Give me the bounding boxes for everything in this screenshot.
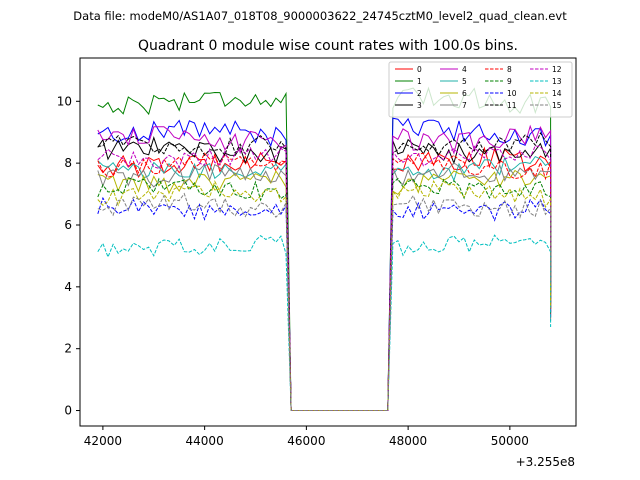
legend-label-10: 10 xyxy=(507,89,517,98)
legend-label-13: 13 xyxy=(552,77,562,86)
series-line-15 xyxy=(97,192,552,411)
y-tick-label: 0 xyxy=(64,404,72,418)
legend-label-15: 15 xyxy=(552,101,562,110)
y-tick-label: 4 xyxy=(64,280,72,294)
legend-label-9: 9 xyxy=(507,77,512,86)
x-tick-label: 50000 xyxy=(491,434,529,448)
x-tick-label: 48000 xyxy=(389,434,427,448)
series-layer xyxy=(97,86,552,411)
series-line-11 xyxy=(97,132,552,411)
legend-label-12: 12 xyxy=(552,65,562,74)
series-line-8 xyxy=(97,152,552,411)
legend-label-14: 14 xyxy=(552,89,562,98)
legend-label-11: 11 xyxy=(507,101,517,110)
x-tick-label: 42000 xyxy=(84,434,122,448)
series-line-13 xyxy=(97,234,552,411)
y-tick-label: 10 xyxy=(57,94,72,108)
series-line-7 xyxy=(97,162,552,411)
series-line-0 xyxy=(97,146,552,411)
x-tick-label: 44000 xyxy=(186,434,224,448)
series-line-3 xyxy=(97,136,552,411)
legend-label-7: 7 xyxy=(462,101,467,110)
y-tick-label: 2 xyxy=(64,342,72,356)
legend-label-3: 3 xyxy=(417,101,422,110)
x-offset-label: +3.255e8 xyxy=(516,455,575,469)
chart-title: Quadrant 0 module wise count rates with … xyxy=(138,38,518,54)
legend-label-2: 2 xyxy=(417,89,422,98)
legend-label-0: 0 xyxy=(417,65,422,74)
series-line-12 xyxy=(97,145,552,411)
legend-label-5: 5 xyxy=(462,77,467,86)
plot-frame xyxy=(79,57,577,427)
legend-label-4: 4 xyxy=(462,65,467,74)
legend-label-6: 6 xyxy=(462,89,467,98)
x-axis: 42000 44000 46000 48000 50000 xyxy=(84,426,529,448)
y-tick-label: 8 xyxy=(64,156,72,170)
y-axis: 0 2 4 6 8 10 xyxy=(57,94,80,418)
series-line-2 xyxy=(97,117,552,411)
legend-label-1: 1 xyxy=(417,77,422,86)
legend-box xyxy=(388,61,573,118)
series-line-14 xyxy=(97,180,552,411)
y-tick-label: 6 xyxy=(64,218,72,232)
datafile-label: Data file: modeM0/AS1A07_018T08_90000036… xyxy=(73,9,567,23)
series-line-10 xyxy=(97,196,552,411)
x-tick-label: 46000 xyxy=(287,434,325,448)
series-line-6 xyxy=(97,169,552,411)
series-line-5 xyxy=(97,155,552,411)
series-line-9 xyxy=(97,177,552,411)
legend-label-8: 8 xyxy=(507,65,512,74)
